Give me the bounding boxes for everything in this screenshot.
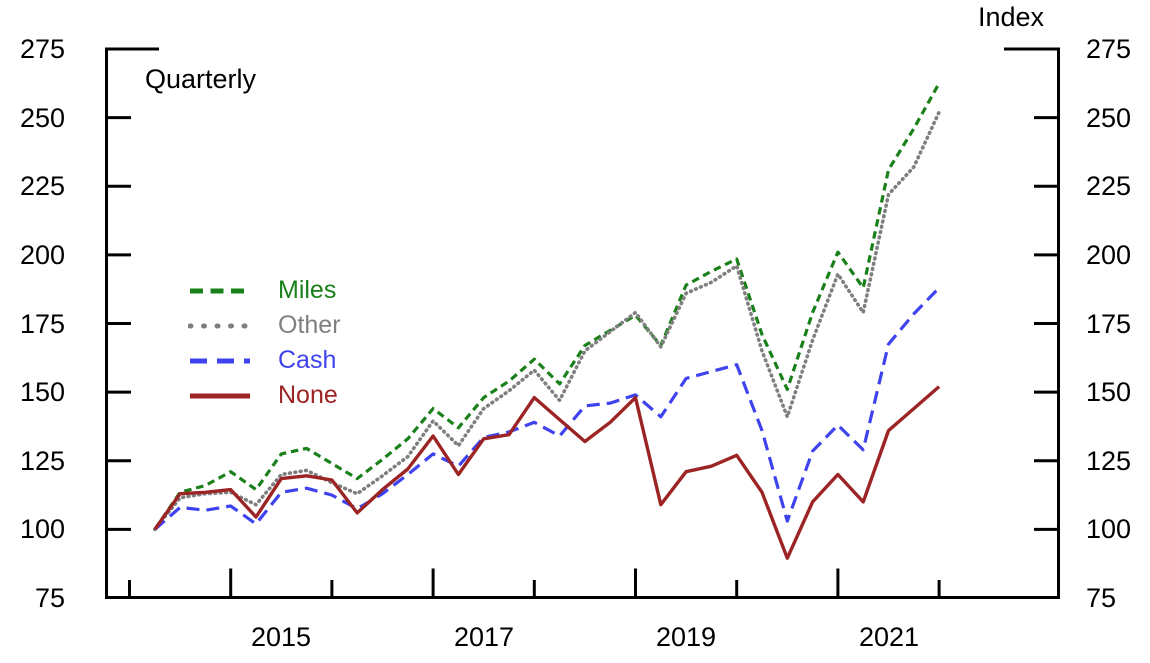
y-axis-label-left-175: 175 bbox=[19, 309, 65, 339]
right-axis-title: Index bbox=[977, 2, 1045, 32]
y-axis-label-left-275: 275 bbox=[19, 34, 65, 64]
y-axis-label-right-225: 225 bbox=[1086, 171, 1132, 201]
y-axis-label-right-175: 175 bbox=[1086, 309, 1132, 339]
x-axis-label-2021: 2021 bbox=[858, 622, 920, 652]
y-axis-label-right-100: 100 bbox=[1086, 514, 1132, 544]
legend-label-none: None bbox=[278, 381, 338, 409]
y-axis-label-left-125: 125 bbox=[19, 446, 65, 476]
series-line-none bbox=[153, 385, 941, 560]
legend-item-other: Other bbox=[188, 308, 341, 343]
x-axis-label-2015: 2015 bbox=[250, 622, 312, 652]
other-line-swatch bbox=[188, 323, 252, 328]
none-line-swatch bbox=[190, 393, 250, 398]
y-axis-label-right-75: 75 bbox=[1086, 583, 1117, 613]
legend: Miles Other Cash None bbox=[188, 273, 341, 413]
legend-item-none: None bbox=[188, 378, 341, 413]
series-line-other bbox=[153, 110, 941, 532]
miles-line-swatch bbox=[190, 288, 250, 293]
legend-label-other: Other bbox=[278, 311, 341, 339]
legend-item-cash: Cash bbox=[188, 343, 341, 378]
x-axis-label-2017: 2017 bbox=[453, 622, 515, 652]
frequency-label: Quarterly bbox=[145, 64, 257, 94]
legend-item-miles: Miles bbox=[188, 273, 341, 308]
y-axis-label-left-100: 100 bbox=[19, 514, 65, 544]
legend-label-miles: Miles bbox=[278, 276, 337, 304]
y-axis-label-left-200: 200 bbox=[19, 240, 65, 270]
x-axis-label-2019: 2019 bbox=[655, 622, 717, 652]
y-axis-label-right-200: 200 bbox=[1086, 240, 1132, 270]
series-line-cash bbox=[153, 286, 941, 531]
y-axis-label-right-125: 125 bbox=[1086, 446, 1132, 476]
y-axis-label-left-250: 250 bbox=[19, 103, 65, 133]
y-axis-label-left-150: 150 bbox=[19, 377, 65, 407]
y-axis-label-left-225: 225 bbox=[19, 171, 65, 201]
cash-line-swatch bbox=[190, 358, 250, 363]
y-axis-label-right-150: 150 bbox=[1086, 377, 1132, 407]
series-line-miles bbox=[153, 82, 941, 531]
legend-label-cash: Cash bbox=[278, 346, 337, 374]
y-axis-label-right-250: 250 bbox=[1086, 103, 1132, 133]
y-axis-label-right-275: 275 bbox=[1086, 34, 1132, 64]
y-axis-label-left-75: 75 bbox=[34, 583, 65, 613]
